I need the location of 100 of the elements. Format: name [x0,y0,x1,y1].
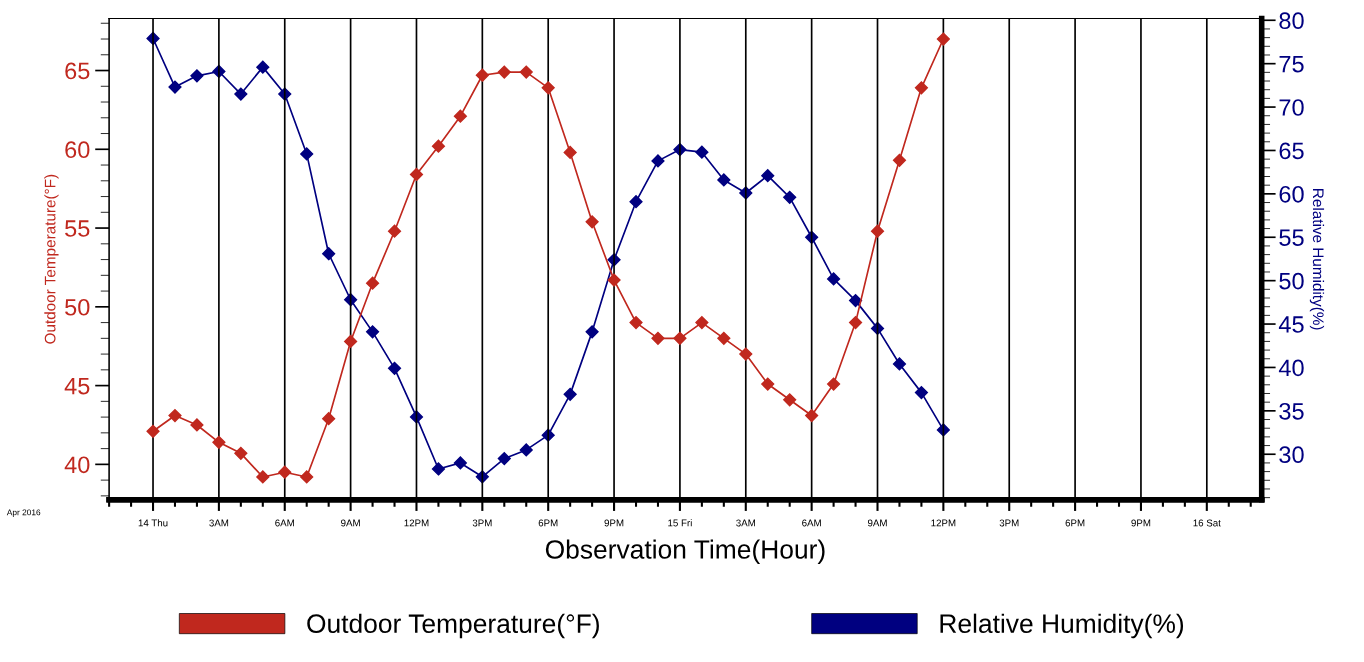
point [827,377,841,391]
y-tick-label: 45 [64,377,90,395]
point [607,273,621,287]
point [936,32,950,46]
point [168,80,182,94]
point [914,386,929,400]
y2-tick-label: 35 [1279,402,1304,420]
point [936,423,950,437]
x-tick-label: 9PM [604,519,624,527]
point [453,109,467,123]
legend-label: Outdoor Temperature(°F) [307,613,599,639]
y2-axis-title: Relative Humidity(%) [1309,189,1325,330]
y2-tick-label: 80 [1279,12,1304,30]
point [365,325,380,339]
point [300,470,314,484]
x-tick-label: 9AM [341,519,360,527]
point [717,173,731,187]
x-tick-label: 12PM [931,519,956,527]
y2-tick-label: 60 [1279,185,1304,203]
x-tick-label: 3AM [736,519,755,527]
y-tick-label: 40 [64,456,90,474]
y-tick-label: 65 [65,62,90,80]
point [519,443,533,457]
point [300,147,314,161]
point [629,195,643,209]
point [892,357,907,371]
x-tick-label: 6AM [802,519,821,527]
point [190,418,204,432]
y2-tick-label: 55 [1279,229,1304,247]
point [256,470,270,484]
point [783,190,797,204]
point [541,81,555,95]
point [475,68,489,82]
point [761,169,775,183]
point [234,446,248,460]
x-tick-label: 3PM [472,519,492,527]
point [431,462,446,476]
point [783,393,797,407]
x-tick-label: 9PM [1131,519,1151,527]
point [497,451,511,466]
x-tick-label: 3PM [999,519,1019,527]
y2-tick-label: 70 [1279,99,1304,116]
point [563,145,577,160]
point [409,167,424,182]
point [409,410,424,424]
point [695,145,709,159]
point [190,69,204,83]
point [673,331,687,345]
y2-tick-label: 75 [1279,55,1304,73]
x-tick-label: 3AM [209,519,229,527]
point [344,334,358,349]
point [717,331,731,345]
point [453,456,467,470]
y2-tick-label: 45 [1278,316,1304,333]
x-axis-title: Observation Time(Hour) [545,539,825,565]
point [497,65,511,79]
y2-tick-label: 65 [1279,142,1304,160]
point [585,325,599,339]
point [914,81,929,95]
point [322,247,336,261]
point [431,139,446,153]
point [761,377,775,391]
point [563,387,577,401]
point [322,412,336,426]
point [805,408,819,423]
legend-label: Relative Humidity(%) [940,613,1184,639]
y-tick-label: 60 [65,141,90,159]
point [234,87,248,101]
point [146,424,160,438]
point [387,361,402,375]
point [585,215,599,229]
point [892,153,907,167]
point [387,224,402,238]
x-tick-label: 15 Fri [668,519,692,527]
point [256,60,270,74]
point [168,408,182,423]
y2-tick-label: 40 [1278,359,1304,377]
x-tick-label: 14 Thu [138,519,168,527]
y2-tick-label: 50 [1279,272,1304,290]
point [212,435,226,449]
x-tick-label: 9AM [867,519,887,527]
point [827,272,841,286]
x-tick-label: 6PM [1065,519,1085,527]
y2-tick-label: 30 [1279,446,1304,464]
y-tick-label: 55 [65,220,90,237]
point [651,154,665,168]
x-tick-label: 12PM [404,519,429,527]
point [629,315,643,330]
x-tick-label: 6AM [275,519,294,527]
y-axis-title: Outdoor Temperature(°F) [44,174,59,344]
y-tick-label: 50 [65,298,90,316]
x-tick-label: 6PM [538,519,558,527]
point [739,347,753,361]
point [870,224,885,238]
point [848,315,863,330]
point [365,276,380,290]
point [848,294,863,308]
point [278,465,292,479]
x-tick-label: 16 Sat [1193,519,1221,527]
point [695,315,709,330]
